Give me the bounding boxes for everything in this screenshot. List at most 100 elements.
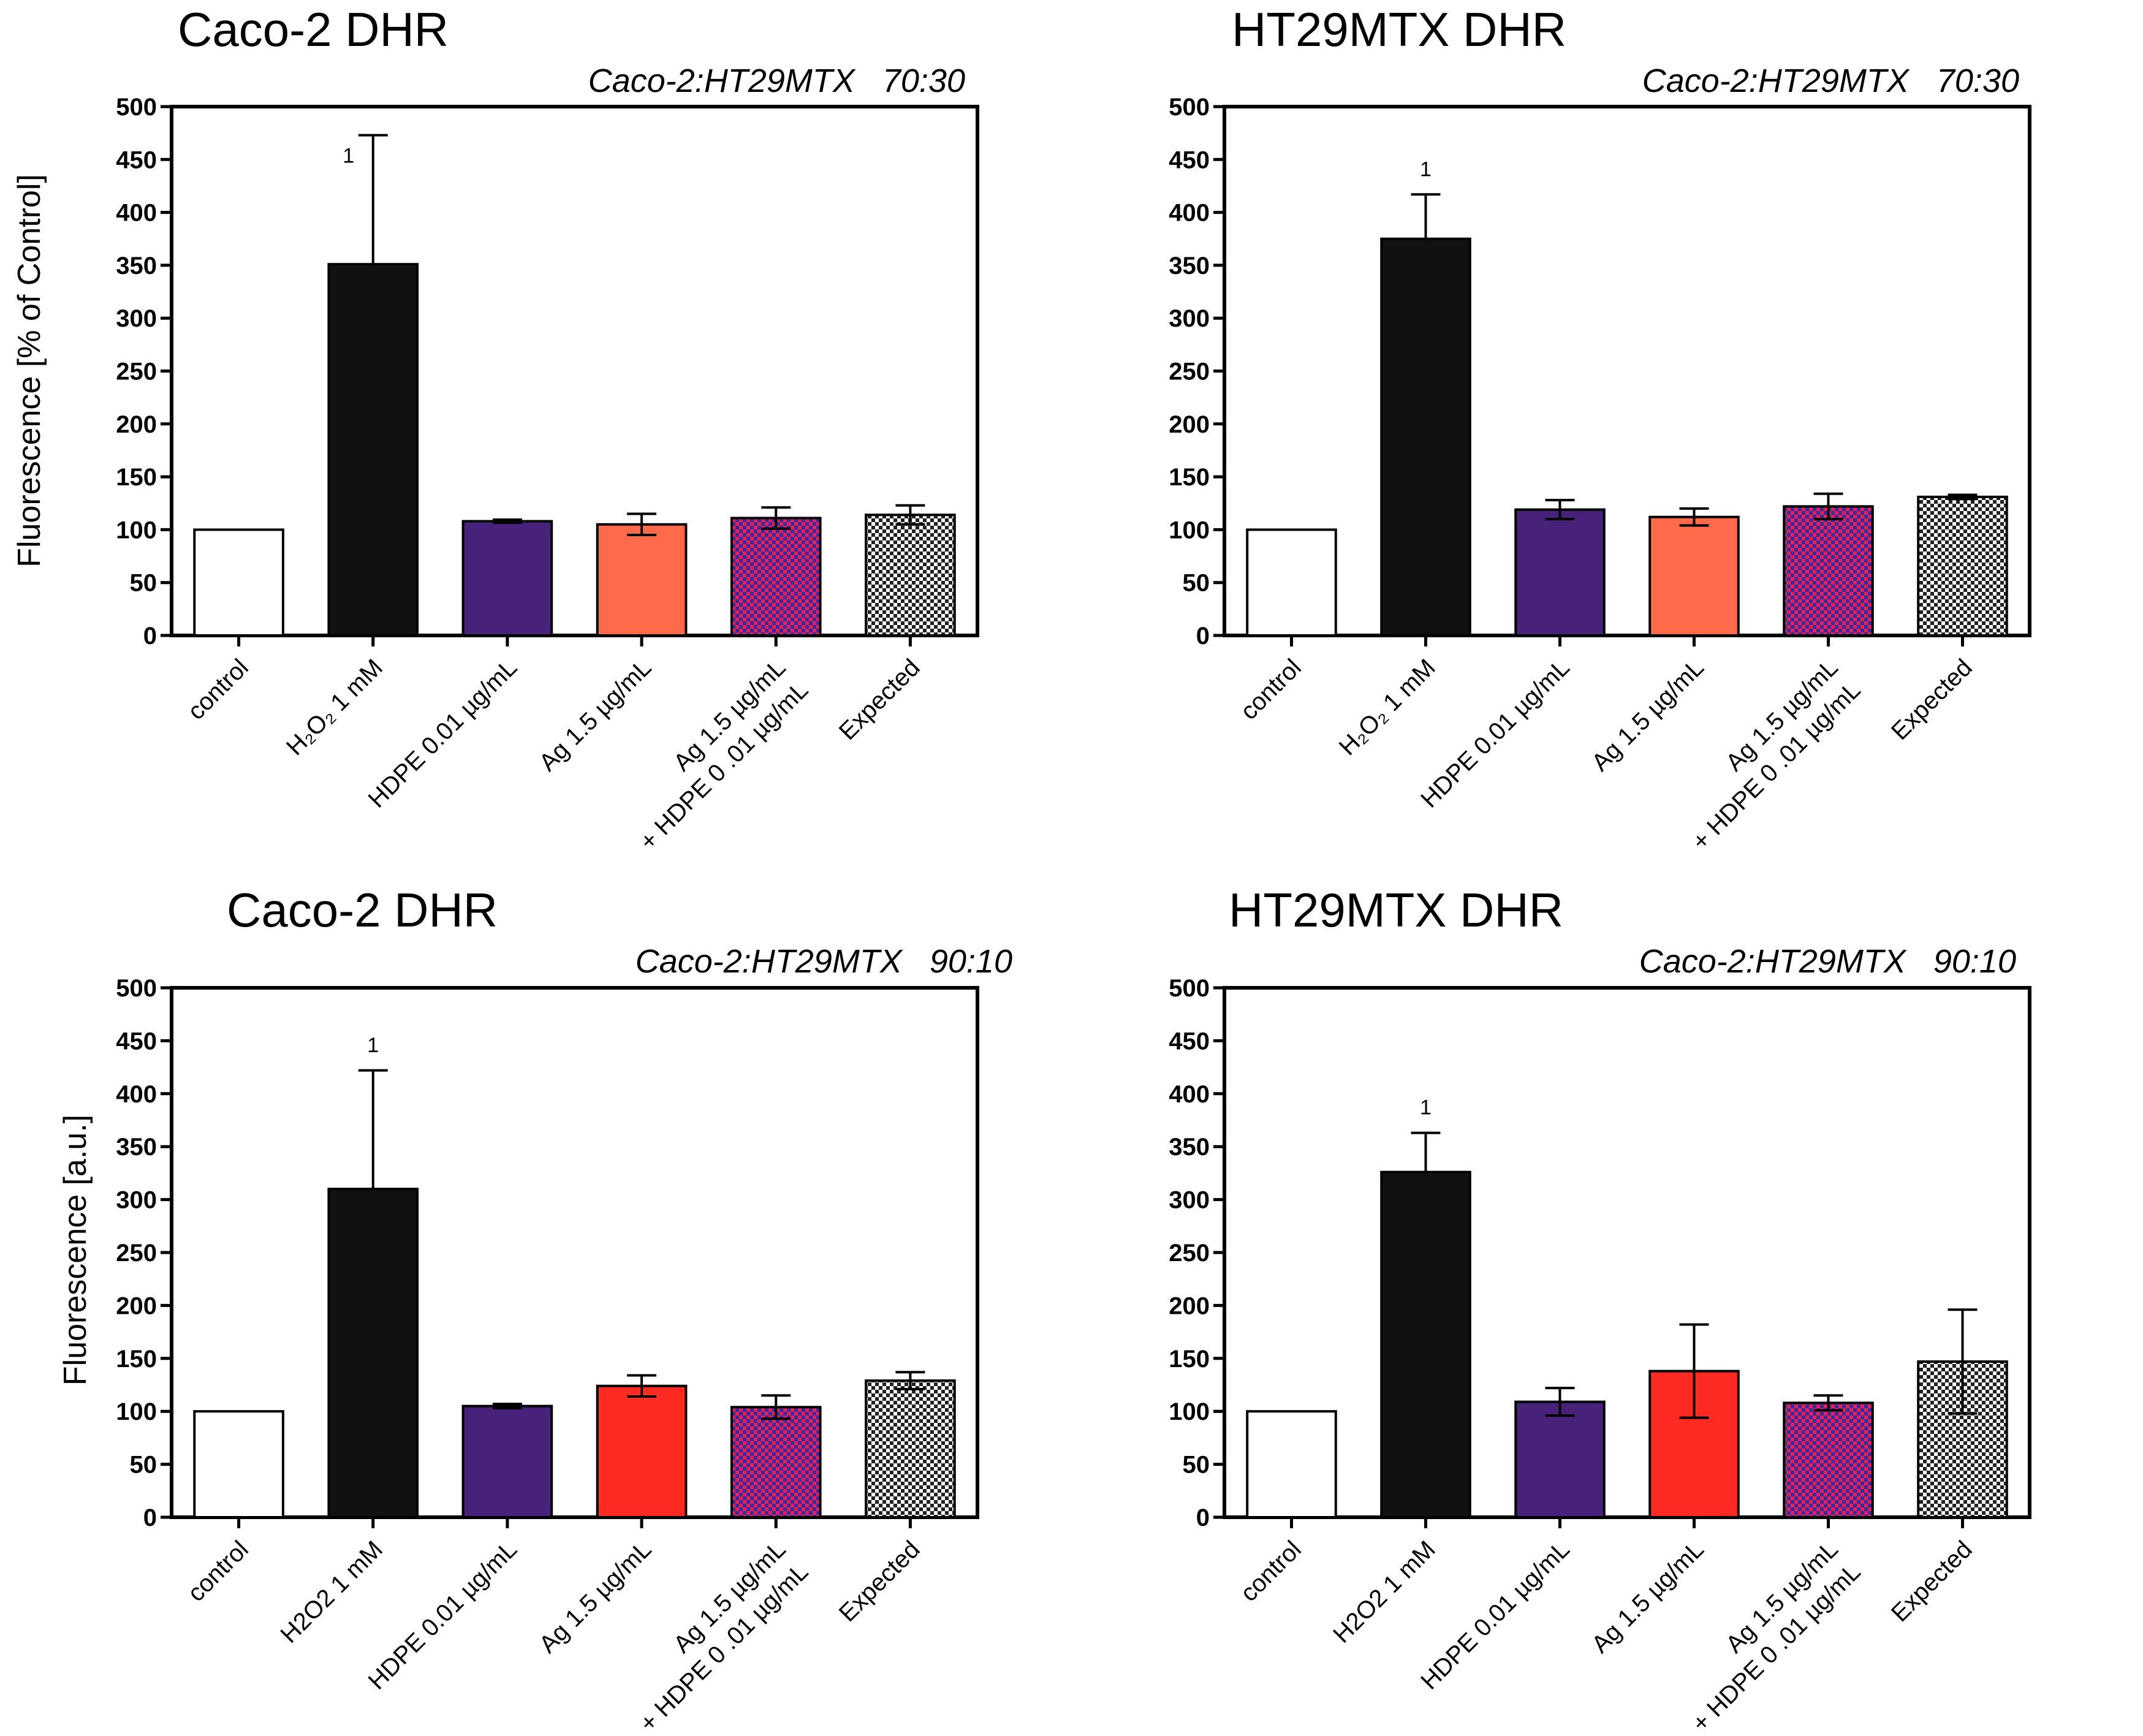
y-tick-label: 0 bbox=[143, 1504, 157, 1531]
y-tick-label: 350 bbox=[1169, 252, 1210, 279]
panel-title: HT29MTX DHR bbox=[1229, 883, 1563, 937]
y-tick-label: 450 bbox=[1169, 1028, 1210, 1055]
x-category-label: Ag 1.5 µg/mL bbox=[1587, 654, 1709, 776]
bar-control bbox=[193, 1410, 284, 1518]
plot-area: 0 50 100 150 200 250 300 350 400 450 500 control H₂O… bbox=[116, 94, 979, 855]
x-category-label: H2O2 1 mM bbox=[1328, 1536, 1441, 1648]
y-tick-label: 300 bbox=[116, 305, 157, 332]
x-category-label: Ag 1.5 µg/mL bbox=[534, 1536, 657, 1658]
plot-frame bbox=[170, 105, 979, 637]
plot-frame bbox=[1223, 105, 2031, 637]
bar-hdpe bbox=[461, 520, 553, 637]
x-category-label: HDPE 0.01 µg/mL bbox=[1416, 654, 1575, 813]
y-tick-label: 250 bbox=[1169, 358, 1210, 385]
y-tick-label: 200 bbox=[1169, 411, 1210, 438]
bar-control bbox=[1246, 1410, 1337, 1518]
y-tick-label: 350 bbox=[116, 252, 157, 279]
y-axis-label: Fluorescence [% of Control] bbox=[12, 174, 47, 567]
y-axis-label: Fluorescence [a.u.] bbox=[58, 1115, 93, 1385]
y-tick-label: 150 bbox=[1169, 1346, 1210, 1373]
y-tick-label: 150 bbox=[1169, 464, 1210, 491]
y-tick-label: 500 bbox=[1169, 975, 1210, 1002]
x-category-label: Ag 1.5 µg/mL bbox=[1587, 1536, 1709, 1658]
y-tick-label: 350 bbox=[1169, 1134, 1210, 1161]
bar-ag bbox=[596, 523, 688, 637]
bar-expected bbox=[865, 1379, 956, 1518]
plot-area: 0 50 100 150 200 250 300 350 400 450 500 control H₂O… bbox=[1169, 94, 2031, 855]
bar-h2o2 bbox=[1380, 1170, 1471, 1518]
bar-h2o2 bbox=[327, 1188, 419, 1518]
panel-title: Caco-2 DHR bbox=[178, 2, 449, 56]
x-category-label: control bbox=[1235, 1536, 1307, 1607]
panel-ht29mtx-9010: HT29MTX DHR Caco-2:HT29MTX 90:10 0 50 100 1… bbox=[1169, 883, 2031, 1736]
bar-hdpe bbox=[1514, 508, 1606, 637]
x-category-label: HDPE 0.01 µg/mL bbox=[363, 654, 523, 813]
y-tick-label: 200 bbox=[116, 1292, 157, 1319]
plot-frame bbox=[1223, 986, 2031, 1519]
bar-expected bbox=[865, 514, 956, 637]
x-category-label: Expected bbox=[1886, 654, 1978, 745]
y-tick-label: 400 bbox=[1169, 1081, 1210, 1108]
significance-marker: 1 bbox=[367, 1034, 379, 1057]
y-tick-label: 100 bbox=[1169, 1398, 1210, 1425]
plot-area: 0 50 100 150 200 250 300 350 400 450 500 control H2O… bbox=[1169, 975, 2031, 1736]
y-tick-label: 200 bbox=[116, 411, 157, 438]
y-tick-label: 100 bbox=[1169, 517, 1210, 544]
y-tick-label: 200 bbox=[1169, 1292, 1210, 1319]
bar-ag-plus-hdpe bbox=[730, 1406, 822, 1519]
y-tick-label: 50 bbox=[1183, 1452, 1210, 1479]
y-tick-label: 150 bbox=[116, 464, 157, 491]
plot-area: 0 50 100 150 200 250 300 350 400 450 500 control H2O… bbox=[116, 975, 979, 1736]
bar-hdpe bbox=[461, 1404, 553, 1519]
y-tick-label: 250 bbox=[116, 358, 157, 385]
bar-control bbox=[1246, 528, 1337, 637]
bar-ag-plus-hdpe bbox=[1783, 505, 1874, 637]
x-category-label: control bbox=[183, 1536, 254, 1607]
y-tick-label: 300 bbox=[1169, 1187, 1210, 1214]
bar-control bbox=[193, 528, 284, 637]
bar-ag-plus-hdpe bbox=[1783, 1401, 1874, 1518]
bar-hdpe bbox=[1514, 1400, 1606, 1518]
x-category-label: Expected bbox=[1886, 1536, 1978, 1627]
y-tick-label: 0 bbox=[143, 623, 157, 650]
bar-h2o2 bbox=[327, 263, 419, 637]
panel-subtitle: Caco-2:HT29MTX 70:30 bbox=[588, 63, 965, 99]
y-tick-label: 300 bbox=[116, 1187, 157, 1214]
bar-ag bbox=[1648, 515, 1740, 637]
y-tick-label: 250 bbox=[1169, 1240, 1210, 1267]
panel-subtitle: Caco-2:HT29MTX 70:30 bbox=[1642, 63, 2019, 99]
x-category-label: control bbox=[1235, 654, 1307, 725]
y-tick-label: 450 bbox=[116, 1028, 157, 1055]
panel-title: Caco-2 DHR bbox=[227, 883, 498, 937]
y-tick-label: 50 bbox=[1183, 570, 1210, 597]
significance-marker: 1 bbox=[1420, 157, 1432, 181]
x-category-label: H₂O₂ 1 mM bbox=[1334, 654, 1441, 760]
y-tick-label: 500 bbox=[116, 975, 157, 1002]
y-tick-label: 400 bbox=[116, 1081, 157, 1108]
y-tick-label: 50 bbox=[130, 570, 157, 597]
y-tick-label: 0 bbox=[1196, 623, 1210, 650]
y-tick-label: 0 bbox=[1196, 1504, 1210, 1531]
bar-ag bbox=[596, 1384, 688, 1519]
bar-expected bbox=[1917, 495, 2008, 637]
x-category-label: Expected bbox=[834, 654, 925, 745]
plot-frame bbox=[170, 986, 979, 1519]
x-category-label: control bbox=[183, 654, 254, 725]
y-tick-label: 300 bbox=[1169, 305, 1210, 332]
x-category-label: Expected bbox=[834, 1536, 925, 1627]
x-category-label: HDPE 0.01 µg/mL bbox=[1416, 1536, 1575, 1695]
y-tick-label: 400 bbox=[116, 200, 157, 227]
panel-subtitle: Caco-2:HT29MTX 90:10 bbox=[635, 943, 1012, 980]
panel-title: HT29MTX DHR bbox=[1232, 2, 1566, 56]
y-tick-label: 500 bbox=[1169, 94, 1210, 121]
y-tick-label: 450 bbox=[1169, 146, 1210, 173]
y-tick-label: 350 bbox=[116, 1134, 157, 1161]
y-tick-label: 50 bbox=[130, 1452, 157, 1479]
bar-h2o2 bbox=[1380, 237, 1471, 637]
significance-marker: 1 bbox=[343, 145, 354, 168]
panel-caco2-9010: Caco-2 DHR Caco-2:HT29MTX 90:10 Fluoresc… bbox=[58, 883, 1012, 1736]
panel-caco2-7030: Caco-2 DHR Caco-2:HT29MTX 70:30 Fluoresc… bbox=[12, 2, 979, 855]
x-category-label: H₂O₂ 1 mM bbox=[281, 654, 388, 760]
x-category-label: Ag 1.5 µg/mL bbox=[534, 654, 657, 776]
